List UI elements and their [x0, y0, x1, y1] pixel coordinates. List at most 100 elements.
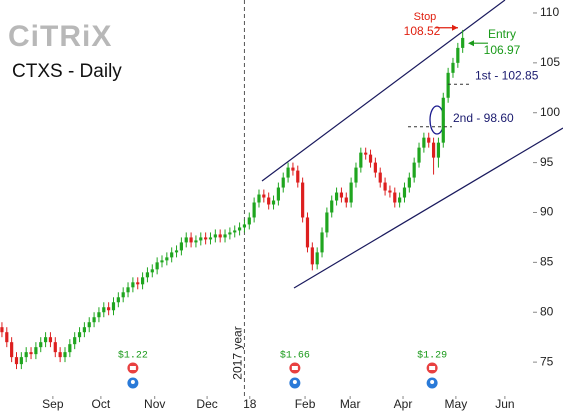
candle-body	[155, 262, 159, 270]
candle-body	[145, 272, 150, 278]
channel-upper	[261, 0, 506, 182]
candle-body	[228, 232, 232, 235]
candle-body	[373, 162, 377, 173]
candle-body	[383, 182, 387, 191]
x-tick-label: Jun	[495, 397, 514, 411]
event-icon-inner	[292, 380, 297, 384]
candle-body	[0, 327, 4, 333]
candle-body	[305, 217, 310, 248]
y-tick-label: 95	[540, 155, 554, 169]
candle-body	[39, 342, 43, 348]
candle-body	[398, 197, 402, 203]
candle-body	[73, 337, 77, 345]
candle-body	[58, 352, 62, 358]
event-icon-inner	[130, 380, 135, 384]
candle-body	[388, 190, 392, 193]
x-tick-label: Feb	[295, 397, 316, 411]
candle-body	[422, 137, 426, 148]
candle-body	[10, 342, 14, 358]
dividend-icon-inner	[291, 366, 298, 370]
x-tick-label: Sep	[42, 397, 64, 411]
stop-arrowhead	[452, 24, 458, 31]
candle-body	[451, 62, 455, 73]
year-label: 2017 year	[231, 326, 245, 379]
target-label: 2nd - 98.60	[453, 111, 514, 125]
candle-body	[77, 332, 82, 338]
candle-body	[368, 154, 373, 163]
y-tick-label: 85	[540, 255, 554, 269]
candle-body	[427, 137, 431, 143]
stop-value: 108.52	[404, 24, 441, 38]
candle-body	[456, 47, 460, 63]
x-tick-label: Nov	[144, 397, 165, 411]
candle-body	[281, 177, 285, 188]
logo: CiTRiX	[8, 20, 112, 53]
candle-body	[24, 352, 28, 358]
candle-body	[131, 282, 135, 288]
x-tick-label: Dec	[196, 397, 217, 411]
candle-body	[349, 182, 353, 203]
entry-value: 106.97	[484, 43, 521, 57]
y-tick-label: 105	[540, 55, 560, 69]
entry-label: Entry	[488, 27, 516, 41]
candle-body	[111, 302, 116, 311]
candle-body	[184, 237, 188, 243]
candle-body	[170, 252, 174, 258]
x-tick-label: Mar	[340, 397, 361, 411]
x-tick-label: Oct	[92, 397, 111, 411]
candle-body	[237, 227, 242, 231]
candle-body	[320, 232, 324, 253]
y-tick-label: 80	[540, 304, 554, 318]
candle-body	[301, 182, 305, 218]
entry-arrowhead	[468, 40, 474, 47]
candle-body	[68, 344, 72, 353]
dividend-label: $1.22	[118, 350, 148, 362]
candle-body	[339, 192, 344, 198]
candle-body	[121, 292, 125, 298]
candle-body	[252, 202, 256, 218]
candle-body	[179, 242, 183, 251]
candle-body	[402, 187, 407, 198]
candle-body	[116, 297, 120, 303]
candle-body	[271, 200, 276, 205]
candle-body	[325, 212, 329, 233]
candle-body	[417, 147, 421, 163]
candle-body	[441, 97, 445, 143]
candle-body	[218, 234, 222, 238]
candle-body	[378, 172, 382, 183]
candle-body	[431, 142, 436, 158]
x-tick-label: May	[445, 397, 468, 411]
candle-body	[262, 194, 266, 198]
candle-body	[165, 257, 169, 261]
candle-body	[189, 237, 193, 243]
stop-label: Stop	[414, 11, 437, 23]
candle-body	[393, 192, 397, 203]
candle-body	[446, 72, 450, 98]
candle-body	[315, 252, 319, 265]
candle-body	[126, 287, 130, 293]
candle-body	[412, 162, 416, 178]
x-tick-label: 18	[243, 397, 257, 411]
candle-body	[286, 167, 290, 178]
candle-body	[267, 197, 271, 205]
candle-body	[136, 282, 140, 285]
candle-body	[194, 240, 198, 243]
candle-body	[140, 277, 145, 285]
candle-body	[310, 247, 314, 265]
dividend-label: $1.29	[417, 350, 447, 362]
candle-body	[97, 312, 101, 318]
candle-body	[82, 327, 86, 333]
candle-body	[354, 167, 358, 183]
candle-body	[107, 307, 111, 311]
dividend-icon-inner	[429, 366, 436, 370]
candle-body	[233, 230, 237, 233]
y-tick-label: 100	[540, 105, 560, 119]
y-tick-label: 90	[540, 205, 554, 219]
candle-body	[359, 152, 363, 168]
x-tick-label: Apr	[394, 397, 413, 411]
dividend-icon-inner	[129, 366, 136, 370]
candle-body	[92, 317, 96, 323]
channel-lower	[293, 127, 563, 289]
candle-body	[330, 200, 334, 213]
